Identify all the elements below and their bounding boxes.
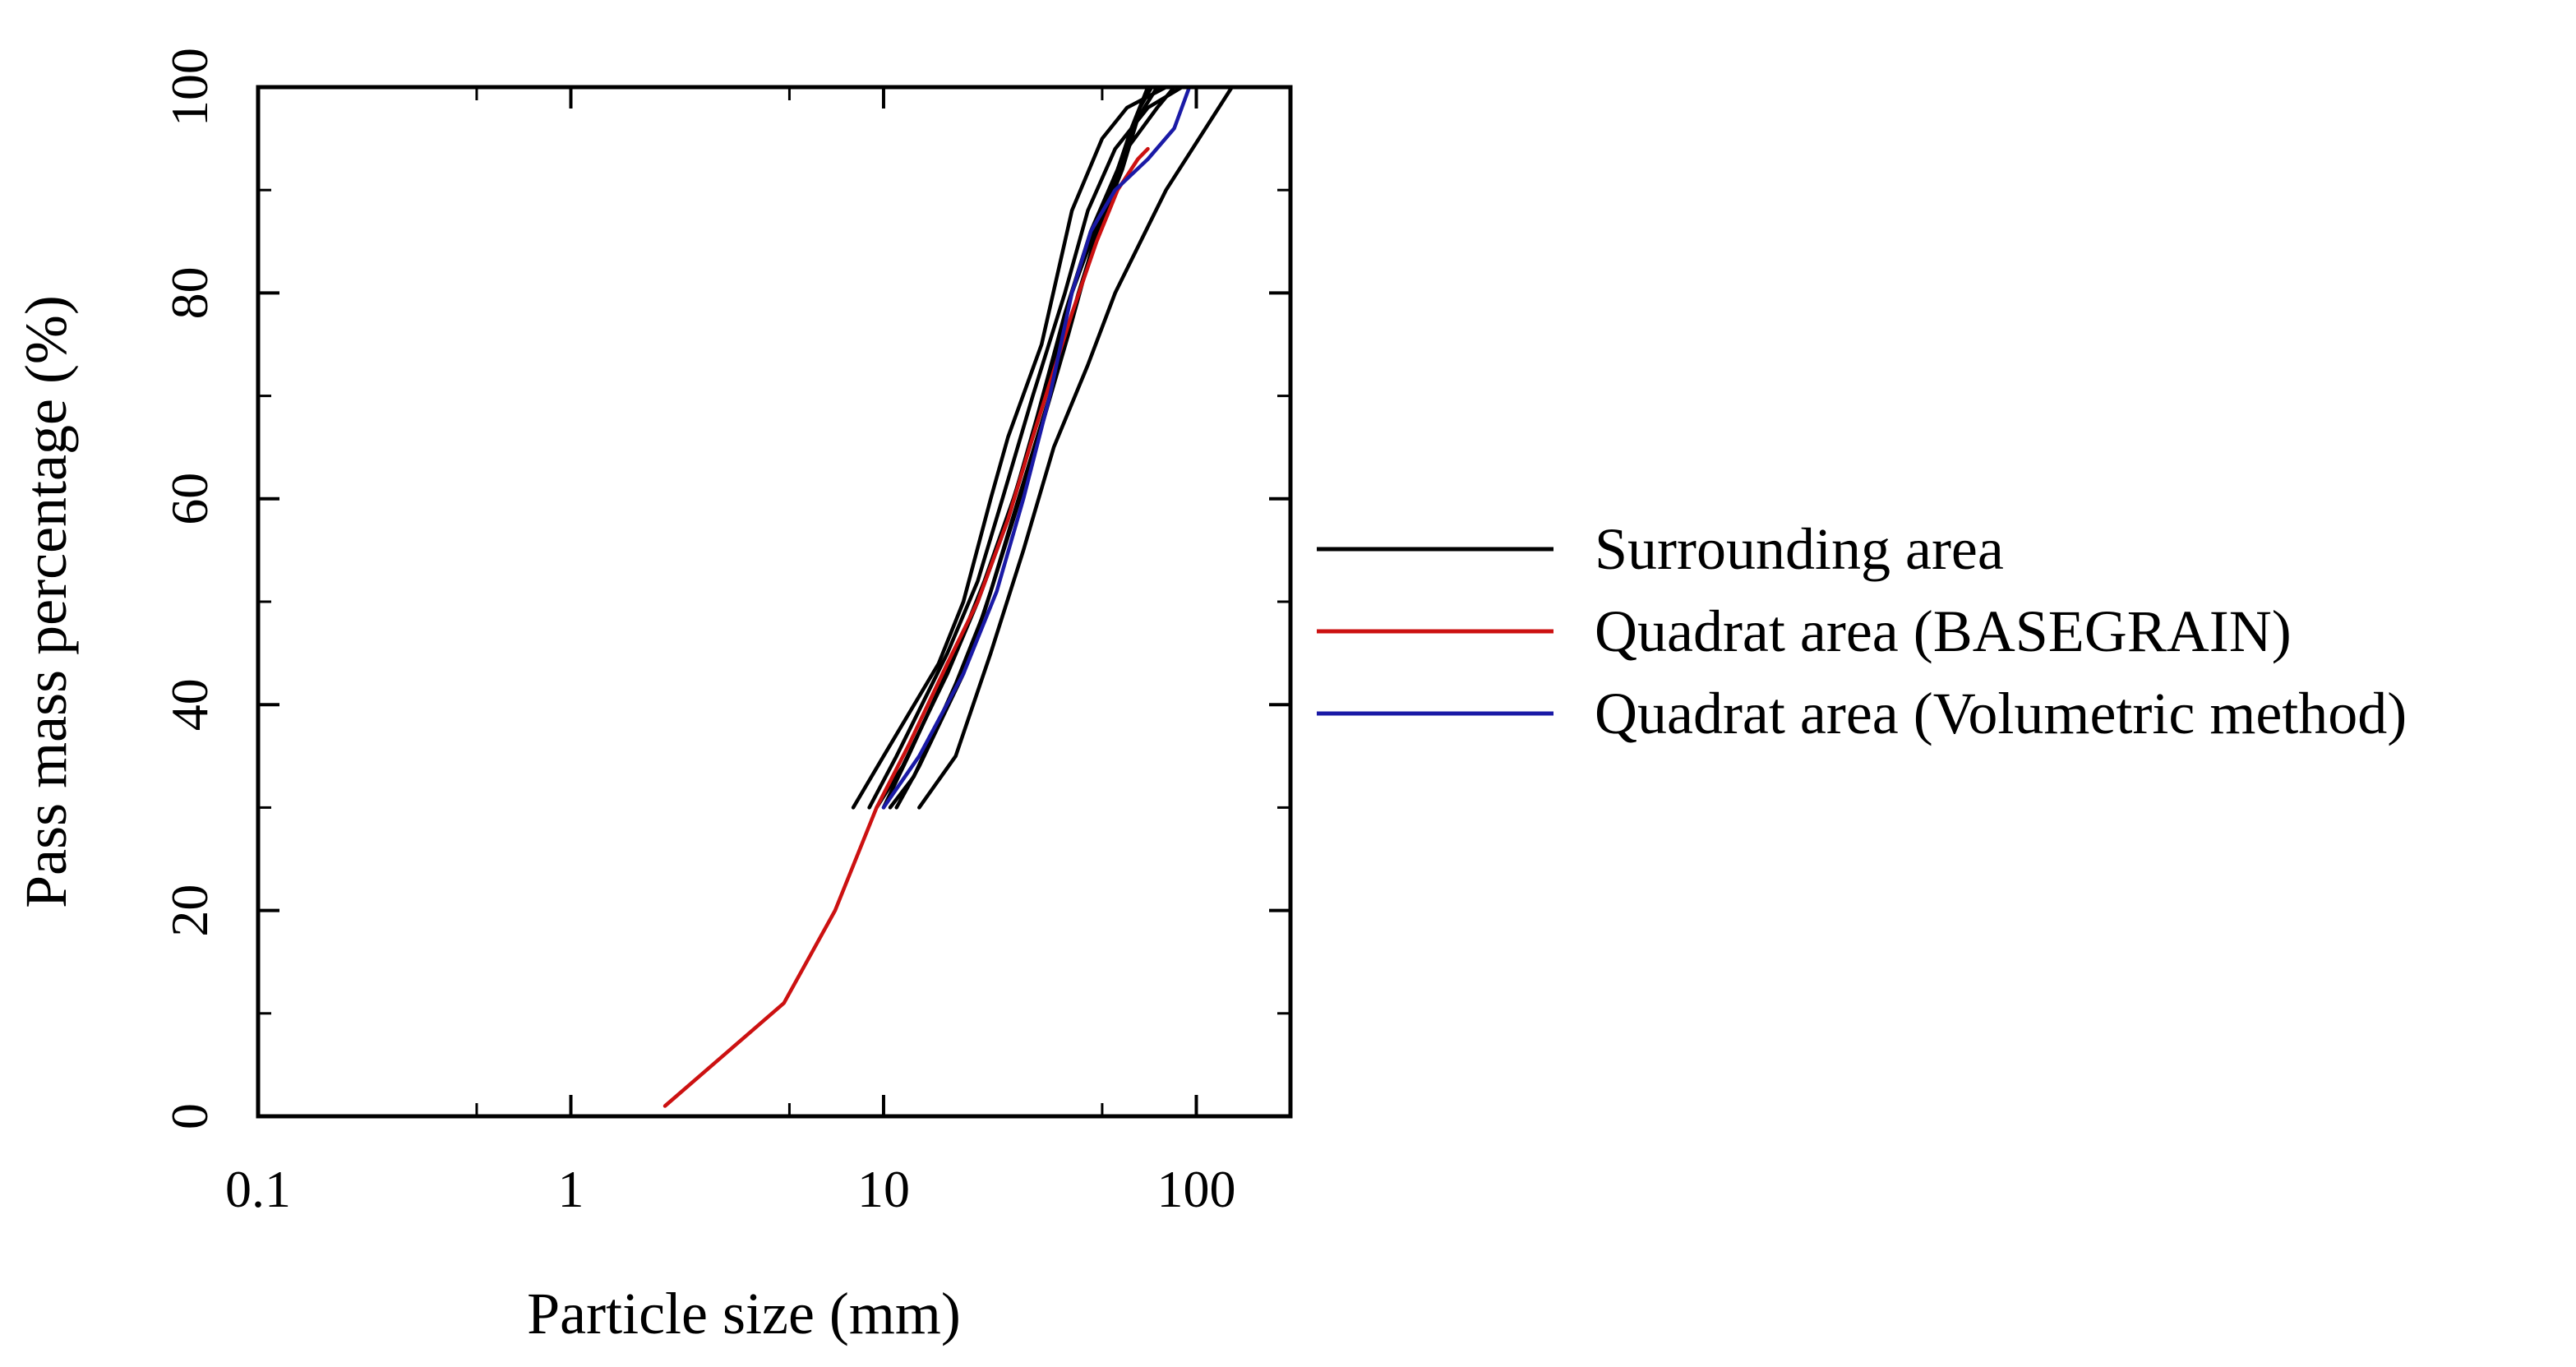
y-tick-label: 100 — [160, 48, 219, 127]
x-axis-label: Particle size (mm) — [527, 1281, 961, 1346]
y-tick-labels: 0 20 40 60 80 100 — [160, 48, 219, 1129]
x-tick-label: 0.1 — [225, 1160, 291, 1218]
series-line — [662, 146, 1150, 1108]
x-tick-labels: 0.1 1 10 100 — [225, 1160, 1235, 1218]
legend-label: Quadrat area (Volumetric method) — [1595, 681, 2407, 746]
y-tick-label: 80 — [160, 266, 219, 319]
legend: Surrounding area Quadrat area (BASEGRAIN)… — [1317, 516, 2407, 746]
x-tick-label: 10 — [857, 1160, 910, 1218]
series-layer — [662, 85, 1235, 1108]
plot-frame — [256, 85, 1293, 1119]
axis-ticks — [256, 85, 1290, 1118]
x-tick-label: 1 — [557, 1160, 584, 1218]
x-tick-label: 100 — [1156, 1160, 1235, 1218]
legend-label: Quadrat area (BASEGRAIN) — [1595, 598, 2292, 664]
y-tick-label: 40 — [160, 678, 219, 731]
series-line — [881, 85, 1192, 810]
series-line — [917, 85, 1235, 810]
series-line — [894, 85, 1150, 810]
series-line — [867, 85, 1184, 810]
y-tick-label: 20 — [160, 884, 219, 937]
y-tick-label: 0 — [160, 1103, 219, 1129]
series-line — [851, 85, 1168, 810]
y-axis-label: Pass mass percentage (%) — [13, 295, 79, 908]
legend-label: Surrounding area — [1595, 516, 2004, 582]
y-tick-label: 60 — [160, 473, 219, 525]
